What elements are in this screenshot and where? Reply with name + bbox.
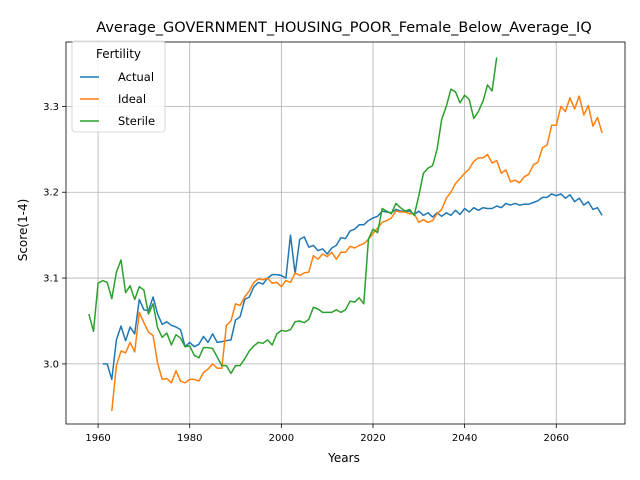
x-tick-label: 1960 bbox=[85, 433, 110, 444]
legend: Fertility Actual Ideal Sterile bbox=[71, 40, 166, 133]
x-tick-label: 1980 bbox=[177, 433, 202, 444]
y-tick-label: 3.0 bbox=[43, 359, 59, 370]
chart-title: Average_GOVERNMENT_HOUSING_POOR_Female_B… bbox=[96, 20, 592, 36]
x-tick-label: 2000 bbox=[269, 433, 294, 444]
y-tick-label: 3.1 bbox=[43, 274, 59, 285]
legend-label-ideal: Ideal bbox=[118, 92, 146, 106]
legend-title: Fertility bbox=[96, 47, 141, 61]
series-line-ideal bbox=[111, 95, 603, 412]
legend-label-actual: Actual bbox=[118, 70, 154, 84]
grid bbox=[66, 42, 625, 424]
x-tick-label: 2040 bbox=[452, 433, 477, 444]
legend-box bbox=[71, 40, 166, 133]
series-lines bbox=[88, 57, 603, 412]
plot-area-frame bbox=[65, 41, 626, 425]
legend-label-sterile: Sterile bbox=[118, 114, 155, 128]
x-axis-label: Years bbox=[327, 451, 360, 465]
y-axis-label: Score(1-4) bbox=[16, 199, 30, 262]
axis-ticks: 1960 1980 2000 2020 2040 2060 3.0 3.1 3.2 3.3 bbox=[43, 102, 569, 444]
y-tick-label: 3.2 bbox=[43, 188, 59, 199]
x-tick-label: 2020 bbox=[360, 433, 385, 444]
y-tick-label: 3.3 bbox=[43, 102, 59, 113]
x-tick-label: 2060 bbox=[544, 433, 569, 444]
series-line-sterile bbox=[88, 57, 498, 375]
